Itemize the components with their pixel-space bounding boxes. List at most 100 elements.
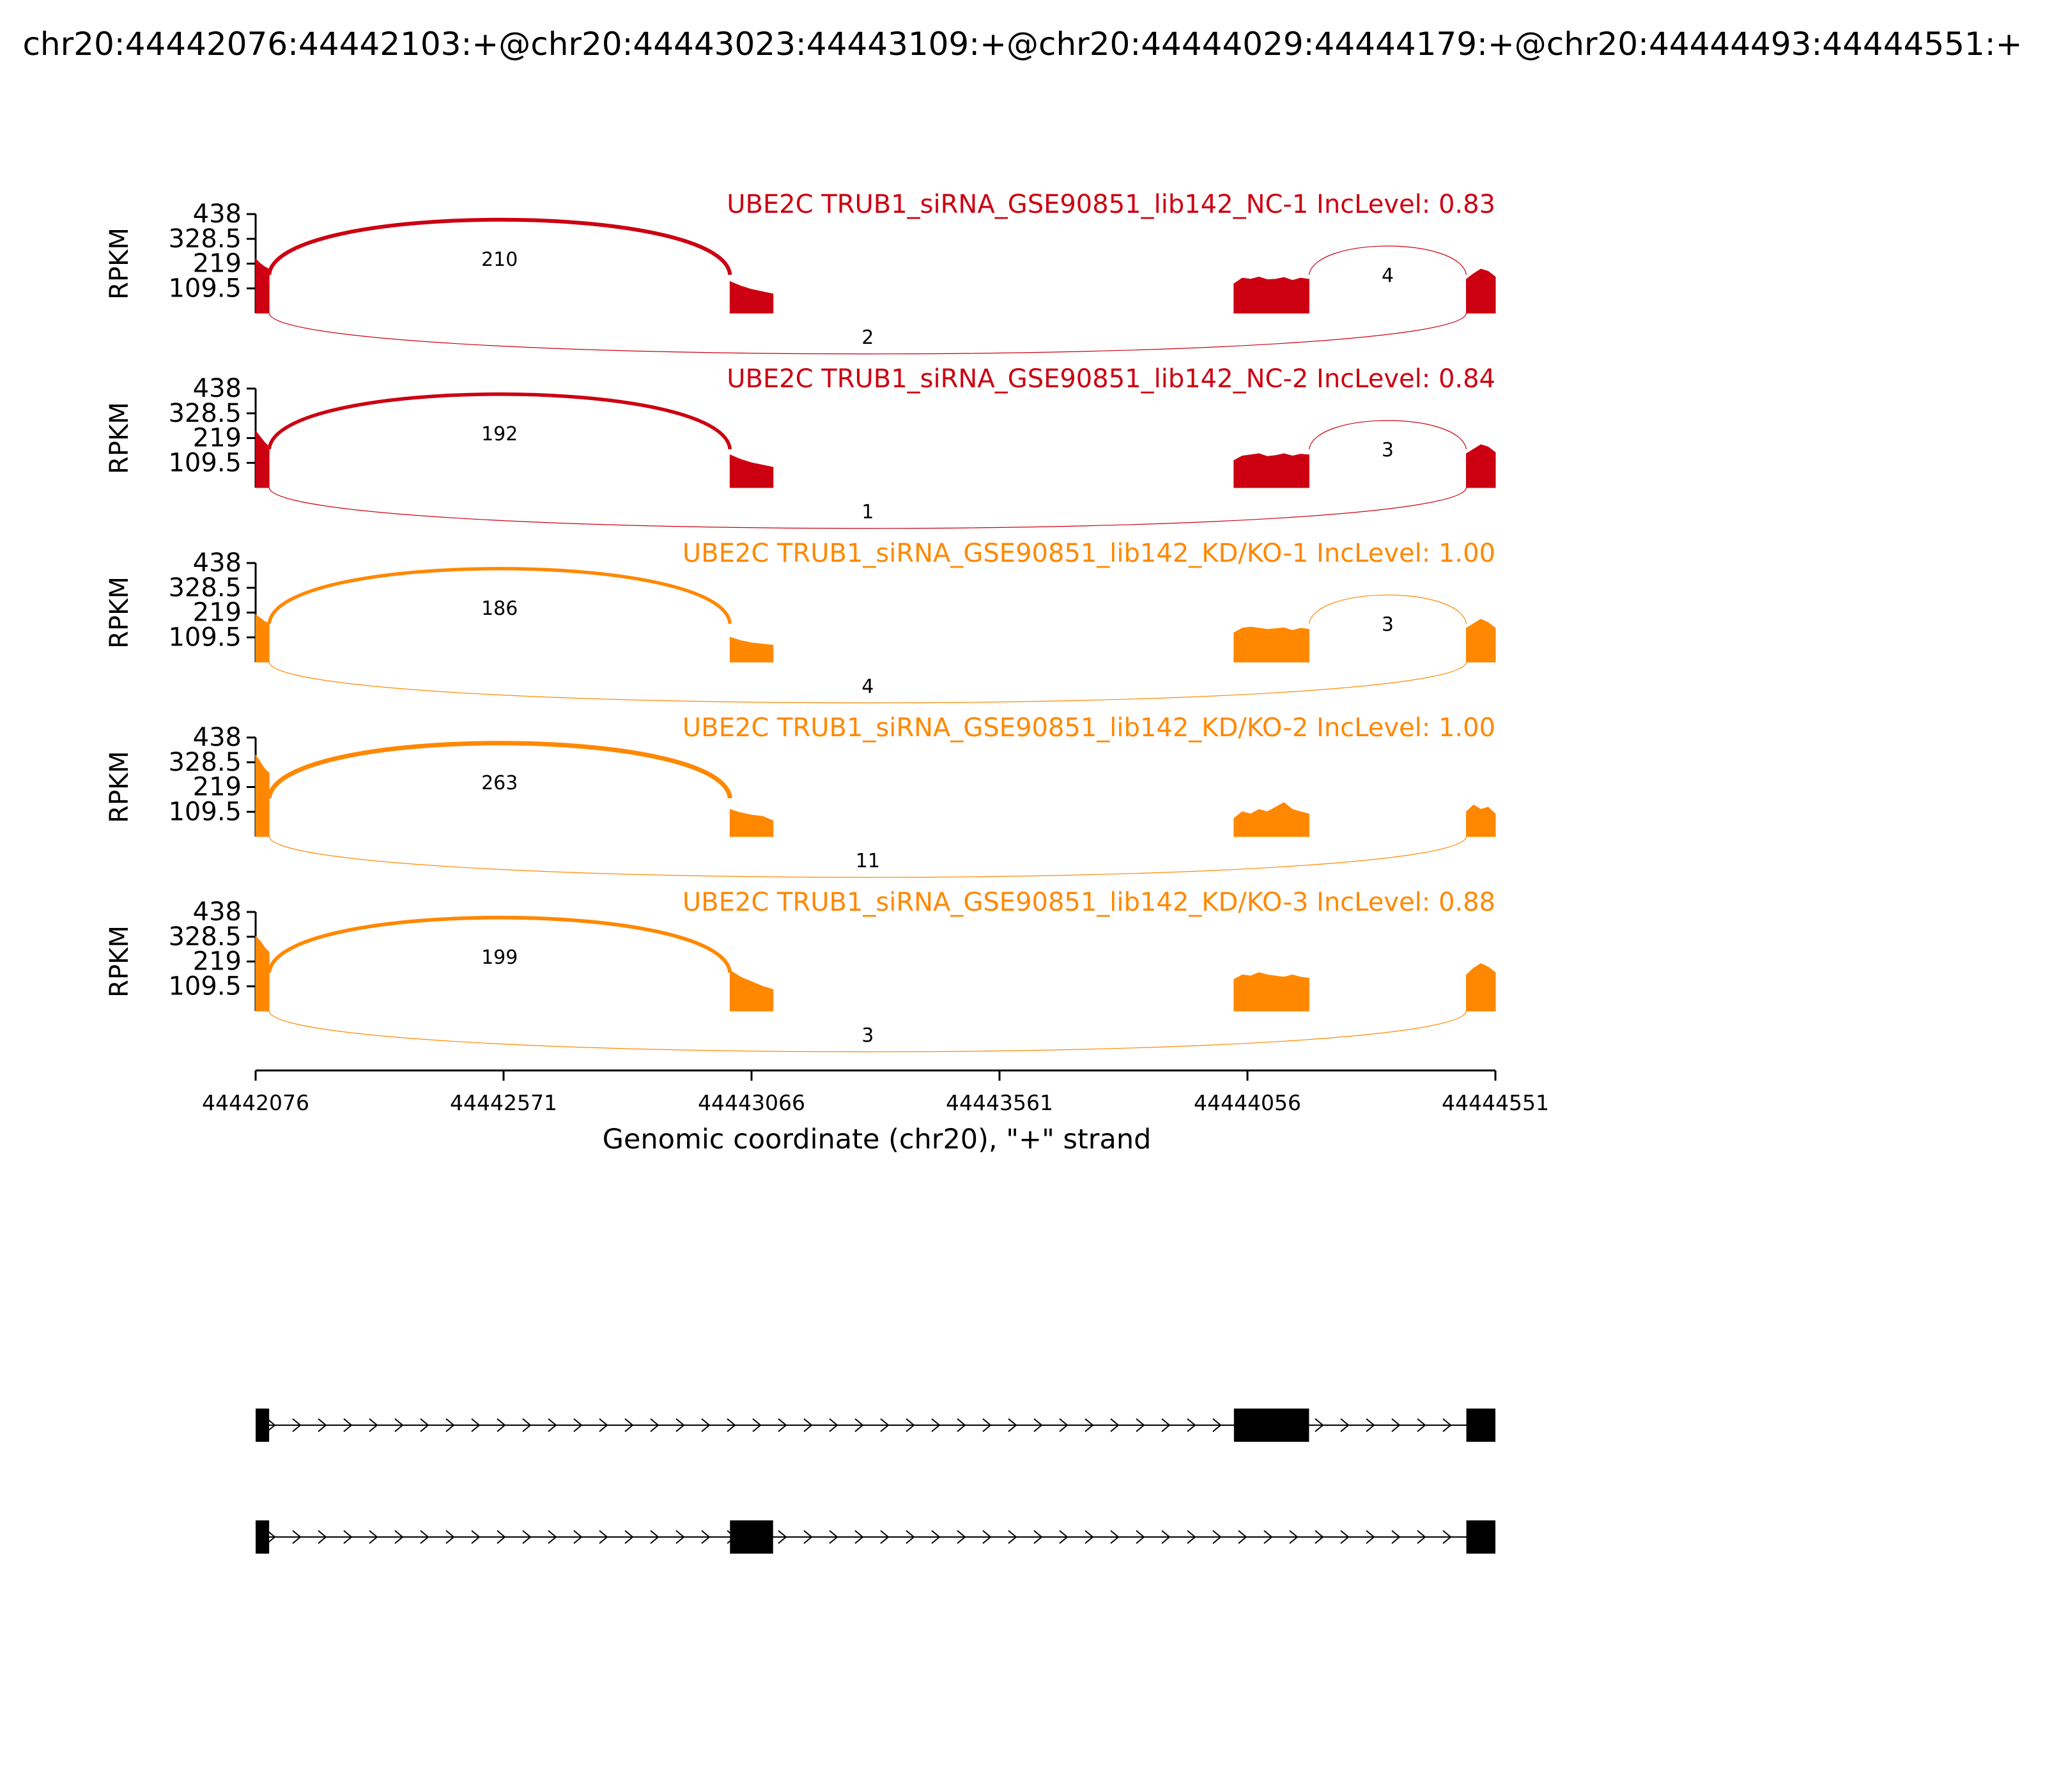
junction-arc xyxy=(266,741,732,799)
y-tick-label: 219 xyxy=(193,249,242,279)
strand-chevron xyxy=(318,1418,327,1432)
strand-chevron xyxy=(318,1530,327,1544)
junction-arc xyxy=(268,1010,1467,1053)
strand-chevron xyxy=(573,1418,583,1432)
junction-label-bg xyxy=(472,771,527,793)
junction-arc xyxy=(268,313,1467,355)
y-tick-label: 109.5 xyxy=(168,622,242,652)
coverage-area xyxy=(1466,619,1496,663)
coverage-area xyxy=(255,614,270,663)
strand-chevron xyxy=(1442,1530,1452,1544)
y-tick-label: 438 xyxy=(193,374,242,403)
strand-chevron xyxy=(1212,1418,1222,1432)
y-tick-label: 109.5 xyxy=(168,274,242,303)
junction-label-bg xyxy=(472,422,527,444)
y-tick-label: 109.5 xyxy=(168,448,242,477)
strand-chevron xyxy=(471,1530,481,1544)
strand-chevron xyxy=(803,1418,813,1432)
strand-chevron xyxy=(1289,1530,1299,1544)
coverage-area xyxy=(1466,804,1496,837)
junction-label: 3 xyxy=(861,1024,874,1047)
strand-chevron xyxy=(394,1418,404,1432)
strand-chevron xyxy=(369,1418,378,1432)
junction-arc xyxy=(1308,245,1467,275)
junction-label: 4 xyxy=(1382,265,1394,287)
x-tick-label: 44443561 xyxy=(946,1090,1053,1115)
strand-chevron xyxy=(1033,1418,1043,1432)
x-tick-label: 44442076 xyxy=(202,1090,309,1115)
junction-label: 3 xyxy=(1382,614,1394,636)
strand-chevron xyxy=(931,1530,941,1544)
strand-chevron xyxy=(1366,1530,1375,1544)
junction-label: 210 xyxy=(481,249,518,271)
strand-chevron xyxy=(266,1530,276,1544)
strand-chevron xyxy=(906,1530,915,1544)
junction-label: 2 xyxy=(861,327,874,349)
strand-chevron xyxy=(1187,1418,1196,1432)
strand-chevron xyxy=(727,1418,736,1432)
strand-chevron xyxy=(445,1418,455,1432)
coverage-area xyxy=(1466,444,1496,488)
junction-label-bg xyxy=(1372,264,1403,286)
junction-arc xyxy=(267,915,732,973)
isoform-exon-block xyxy=(1466,1520,1495,1554)
y-axis-label: RPKM xyxy=(105,925,134,998)
isoform-exon-block xyxy=(1233,1409,1309,1442)
junction-label-bg xyxy=(1372,438,1403,460)
isoform-exon-block xyxy=(730,1520,773,1554)
strand-chevron xyxy=(880,1418,890,1432)
coverage-area xyxy=(1233,626,1309,663)
x-tick-label: 44444056 xyxy=(1194,1090,1301,1115)
junction-label: 192 xyxy=(481,423,518,445)
strand-chevron xyxy=(1263,1530,1273,1544)
strand-chevron xyxy=(650,1418,660,1432)
strand-chevron xyxy=(1110,1530,1120,1544)
strand-chevron xyxy=(1187,1530,1196,1544)
strand-chevron xyxy=(1059,1418,1069,1432)
strand-chevron xyxy=(1315,1418,1324,1432)
junction-label-bg xyxy=(852,326,883,348)
y-tick-label: 109.5 xyxy=(168,797,242,826)
junction-label: 11 xyxy=(856,850,880,872)
junction-label-bg xyxy=(472,248,527,270)
strand-chevron xyxy=(599,1418,608,1432)
y-tick-label: 438 xyxy=(193,199,242,229)
strand-chevron xyxy=(624,1530,634,1544)
strand-chevron xyxy=(1059,1530,1069,1544)
junction-arc xyxy=(267,392,732,450)
y-tick-label: 219 xyxy=(193,424,242,453)
y-tick-label: 438 xyxy=(193,723,242,752)
strand-chevron xyxy=(1161,1418,1171,1432)
coverage-area xyxy=(255,753,270,837)
junction-label-bg xyxy=(472,597,527,619)
strand-chevron xyxy=(752,1418,762,1432)
strand-chevron xyxy=(931,1418,941,1432)
strand-chevron xyxy=(1084,1530,1094,1544)
strand-chevron xyxy=(1161,1530,1171,1544)
strand-chevron xyxy=(650,1530,660,1544)
figure-title: chr20:44442076:44442103:+@chr20:44443023… xyxy=(22,26,2023,63)
strand-chevron xyxy=(1008,1530,1017,1544)
strand-chevron xyxy=(906,1418,915,1432)
strand-chevron xyxy=(957,1418,966,1432)
strand-chevron xyxy=(957,1530,966,1544)
strand-chevron xyxy=(420,1418,429,1432)
y-tick-label: 438 xyxy=(193,897,242,927)
isoform-exon-block xyxy=(256,1520,270,1554)
y-tick-label: 328.5 xyxy=(168,224,242,254)
strand-chevron xyxy=(982,1418,992,1432)
junction-arc xyxy=(1308,594,1467,624)
junction-label-bg xyxy=(852,1024,883,1046)
y-tick-label: 438 xyxy=(193,548,242,578)
coverage-area xyxy=(1233,276,1309,314)
strand-chevron xyxy=(1315,1530,1324,1544)
track-title: UBE2C TRUB1_siRNA_GSE90851_lib142_NC-1 I… xyxy=(727,190,1495,219)
x-tick-label: 44443066 xyxy=(698,1090,805,1115)
strand-chevron xyxy=(445,1530,455,1544)
strand-chevron xyxy=(1110,1418,1120,1432)
junction-label-bg xyxy=(852,500,883,522)
junction-arc xyxy=(268,487,1467,529)
junction-label: 263 xyxy=(481,772,518,794)
strand-chevron xyxy=(497,1418,506,1432)
